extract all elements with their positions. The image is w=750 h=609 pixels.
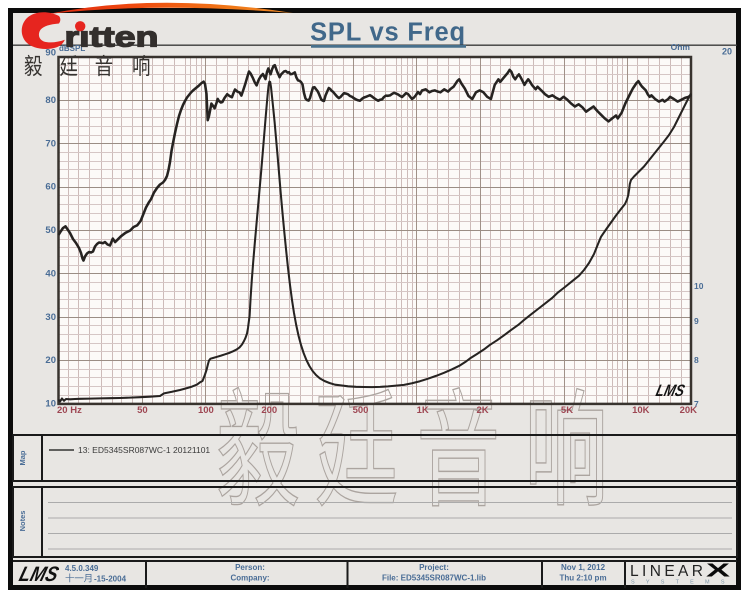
svg-text:10: 10 — [694, 281, 704, 291]
svg-text:13: ED5345SR087WC-1 20121101: 13: ED5345SR087WC-1 20121101 — [78, 445, 210, 455]
svg-text:SPL vs Freq: SPL vs Freq — [310, 19, 466, 47]
svg-text:500: 500 — [353, 405, 369, 416]
svg-text:70: 70 — [45, 138, 56, 149]
svg-text:5K: 5K — [561, 405, 573, 416]
svg-text:Map: Map — [18, 450, 27, 465]
svg-text:Person:: Person: — [235, 563, 265, 572]
svg-text:50: 50 — [137, 405, 148, 416]
svg-text:1K: 1K — [417, 405, 429, 416]
svg-text:Thu 2:10 pm: Thu 2:10 pm — [559, 574, 606, 583]
svg-text:20: 20 — [722, 47, 732, 57]
svg-text:X: X — [706, 561, 730, 581]
svg-text:Nov 1, 2012: Nov 1, 2012 — [561, 563, 606, 572]
svg-text:LMS: LMS — [17, 562, 62, 586]
svg-text:LMS: LMS — [654, 381, 687, 400]
svg-text:rıtten: rıtten — [65, 22, 159, 54]
svg-text:20: 20 — [45, 355, 56, 366]
svg-text:Company:: Company: — [230, 574, 269, 583]
svg-text:20K: 20K — [680, 405, 698, 416]
svg-text:dBSPL: dBSPL — [59, 44, 85, 53]
svg-text:7: 7 — [694, 399, 699, 409]
svg-text:LINEAR: LINEAR — [630, 563, 706, 580]
svg-text:4.5.0.349: 4.5.0.349 — [65, 564, 99, 573]
svg-text:8: 8 — [694, 355, 699, 365]
svg-text:10: 10 — [45, 399, 56, 410]
svg-text:90: 90 — [45, 48, 56, 59]
svg-text:50: 50 — [45, 225, 56, 236]
svg-text:2K: 2K — [477, 405, 489, 416]
svg-text:-15-2004: -15-2004 — [94, 575, 127, 584]
svg-text:File: ED5345SR087WC-1.lib: File: ED5345SR087WC-1.lib — [382, 574, 486, 583]
svg-text:30: 30 — [45, 312, 56, 323]
svg-text:80: 80 — [45, 95, 56, 106]
svg-text:Notes: Notes — [18, 511, 27, 532]
svg-text:60: 60 — [45, 182, 56, 193]
svg-text:200: 200 — [261, 405, 277, 416]
svg-text:10K: 10K — [632, 405, 650, 416]
svg-text:9: 9 — [694, 316, 699, 326]
svg-text:Project:: Project: — [419, 563, 449, 572]
svg-text:100: 100 — [198, 405, 214, 416]
svg-text:SYSTEMS: SYSTEMS — [631, 580, 736, 586]
svg-text:40: 40 — [45, 268, 56, 279]
svg-text:20 Hz: 20 Hz — [57, 405, 82, 416]
svg-text:Ohm: Ohm — [671, 42, 691, 52]
